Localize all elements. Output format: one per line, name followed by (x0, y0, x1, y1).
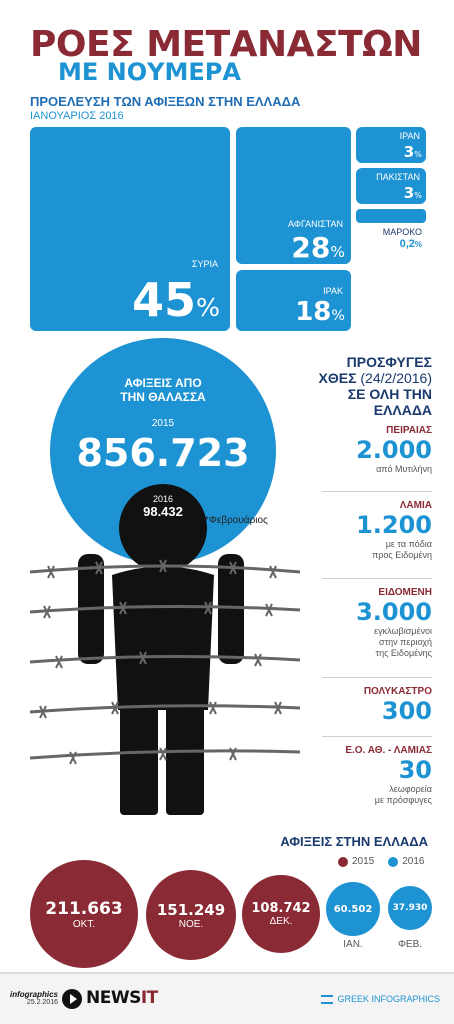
footer-infographics-label: infographics (10, 990, 59, 999)
item-text: εγκλωβισμένοι (374, 626, 432, 636)
tile-syria: ΣΥΡΙΑ 45% (30, 127, 230, 331)
tile-label: ΑΦΓΑΝΙΣΤΑΝ (288, 219, 343, 229)
footer-brand: NEWSIT (86, 988, 158, 1008)
tile-label: ΣΥΡΙΑ (191, 259, 218, 269)
month-value: 60.502 (333, 903, 373, 915)
title-line2: ΜΕ ΝΟΥΜΕΡΑ (58, 58, 241, 86)
month-circle-dec: 108.742 ΔΕΚ. (242, 875, 320, 953)
tile-value: 3% (403, 143, 422, 161)
item-place: ΕΙΔΟΜΕΝΗ (378, 587, 432, 598)
tile-value: 3% (403, 184, 422, 202)
origin-heading: ΠΡΟΕΛΕΥΣΗ ΤΩΝ ΑΦΙΞΕΩΝ ΣΤΗΝ ΕΛΛΑΔΑ (30, 94, 301, 109)
tile-value: 28% (291, 231, 345, 264)
legend-swatch-2016 (388, 856, 399, 867)
tile-iraq: ΙΡΑΚ 18% (236, 270, 351, 331)
sea-arrivals-circle: ΑΦΙΞΕΙΣ ΑΠΟ ΤΗΝ ΘΑΛΑΣΣΑ 2015 856.723 (50, 338, 276, 564)
refugees-heading-3: ΣΕ ΟΛΗ ΤΗΝ (347, 386, 432, 402)
item-number: 30 (398, 756, 432, 784)
month-label: ΔΕΚ. (269, 916, 293, 927)
sea-arrivals-2016: 2016 98.432 (130, 494, 196, 519)
item-text: της Ειδομένης (375, 648, 432, 658)
refugees-item-highway: Ε.Ο. ΑΘ. - ΛΑΜΙΑΣ 30 λεωφορεία με πρόσφυ… (345, 745, 432, 806)
tile-pakistan: ΠΑΚΙΣΤΑΝ 3% (356, 168, 426, 204)
footer-date: 25.2.2016 (26, 999, 59, 1006)
stack-icon (321, 994, 334, 1004)
item-number: 1.200 (356, 511, 432, 539)
sea-arrivals-note: *Φεβρουάριος (205, 515, 268, 526)
person-illustration (29, 484, 301, 815)
month-circle-nov: 151.249 ΝΟΕ. (146, 870, 236, 960)
month-circle-oct: 211.663 ΟΚΤ. (30, 860, 138, 968)
morocco-value: 0,2% (399, 238, 422, 250)
refugees-item-polykastro: ΠΟΛΥΚΑΣΤΡΟ 300 (364, 686, 432, 725)
title-line1: ΡΟΕΣ ΜΕΤΑΝΑΣΤΩΝ (30, 24, 422, 65)
morocco-label: ΜΑΡΟΚΟ (382, 227, 422, 237)
item-number: 300 (381, 697, 432, 725)
item-number: 2.000 (356, 436, 432, 464)
refugees-item-lamia: ΛΑΜΙΑ 1.200 με τα πόδια προς Ειδομένη (356, 500, 432, 561)
refugees-item-idomeni: ΕΙΔΟΜΕΝΗ 3.000 εγκλωβισμένοι στην περιοχ… (356, 587, 432, 659)
divider (322, 491, 432, 492)
item-text: με τα πόδια (385, 539, 432, 549)
sea-arrivals-heading-2: ΤΗΝ ΘΑΛΑΣΣΑ (120, 390, 206, 404)
legend-label-2016: 2016 (402, 856, 425, 867)
tile-label: ΙΡΑΚ (323, 286, 343, 296)
monthly-heading: ΑΦΙΞΕΙΣ ΣΤΗΝ ΕΛΛΑΔΑ (280, 834, 428, 849)
sea-arrivals-value-2016: 98.432 (143, 504, 183, 519)
sea-arrivals-value-2015: 856.723 (76, 431, 250, 475)
month-value: 37.930 (392, 903, 428, 913)
legend-swatch-2015 (338, 856, 348, 867)
tile-iran: ΙΡΑΝ 3% (356, 127, 426, 163)
month-value: 151.249 (156, 900, 226, 919)
sea-arrivals-heading-1: ΑΦΙΞΕΙΣ ΑΠΟ (124, 376, 202, 390)
item-place: ΠΕΙΡΑΙΑΣ (386, 425, 432, 436)
refugees-item-piraeus: ΠΕΙΡΑΙΑΣ 2.000 από Μυτιλήνη (356, 425, 432, 475)
month-circle-feb: 37.930 (388, 886, 432, 930)
divider (322, 578, 432, 579)
footer-infographics: infographics 25.2.2016 (10, 990, 58, 1006)
tile-value: 45% (131, 273, 220, 327)
sea-arrivals-year-2015: 2015 (151, 418, 175, 429)
refugees-heading-4: ΕΛΛΑΔΑ (373, 402, 432, 418)
month-value: 108.742 (251, 901, 311, 916)
tile-label: ΙΡΑΝ (399, 131, 420, 141)
origin-period: ΙΑΝΟΥΑΡΙΟΣ 2016 (30, 110, 124, 122)
item-text: στην περιοχή (379, 637, 432, 647)
item-text: με πρόσφυγες (374, 795, 432, 805)
month-label: ΝΟΕ. (178, 918, 204, 930)
month-value: 211.663 (45, 898, 123, 919)
legend-label-2015: 2015 (352, 856, 375, 867)
sea-arrivals-year-2016: 2016 (152, 494, 174, 504)
item-text: από Μυτιλήνη (376, 464, 432, 474)
divider (322, 736, 432, 737)
item-number: 3.000 (356, 598, 432, 626)
tile-afghanistan: ΑΦΓΑΝΙΣΤΑΝ 28% (236, 127, 351, 264)
item-text: λεωφορεία (389, 784, 432, 794)
divider (322, 677, 432, 678)
footer-credit: GREEK INFOGRAPHICS (321, 994, 440, 1004)
tile-label: ΠΑΚΙΣΤΑΝ (376, 172, 420, 182)
item-text: προς Ειδομένη (372, 550, 432, 560)
month-circle-jan: 60.502 (326, 882, 380, 936)
month-label: ΟΚΤ. (72, 918, 96, 930)
item-place: Ε.Ο. ΑΘ. - ΛΑΜΙΑΣ (345, 745, 432, 756)
refugees-heading-1: ΠΡΟΣΦΥΓΕΣ (346, 354, 432, 370)
refugees-heading: ΠΡΟΣΦΥΓΕΣ ΧΘΕΣ (24/2/2016) ΣΕ ΟΛΗ ΤΗΝ ΕΛ… (319, 354, 432, 418)
month-label-feb: ΦΕΒ. (397, 939, 423, 950)
legend: 2015 2016 (338, 856, 425, 867)
item-place: ΛΑΜΙΑ (399, 500, 432, 511)
refugees-heading-2: ΧΘΕΣ (24/2/2016) (318, 370, 432, 386)
play-icon (62, 989, 82, 1009)
item-place: ΠΟΛΥΚΑΣΤΡΟ (363, 686, 432, 697)
tile-value: 18% (295, 297, 345, 327)
tile-morocco (356, 209, 426, 223)
footer: infographics 25.2.2016 NEWSIT GREEK INFO… (0, 972, 454, 1024)
month-label-jan: ΙΑΝ. (343, 939, 363, 950)
